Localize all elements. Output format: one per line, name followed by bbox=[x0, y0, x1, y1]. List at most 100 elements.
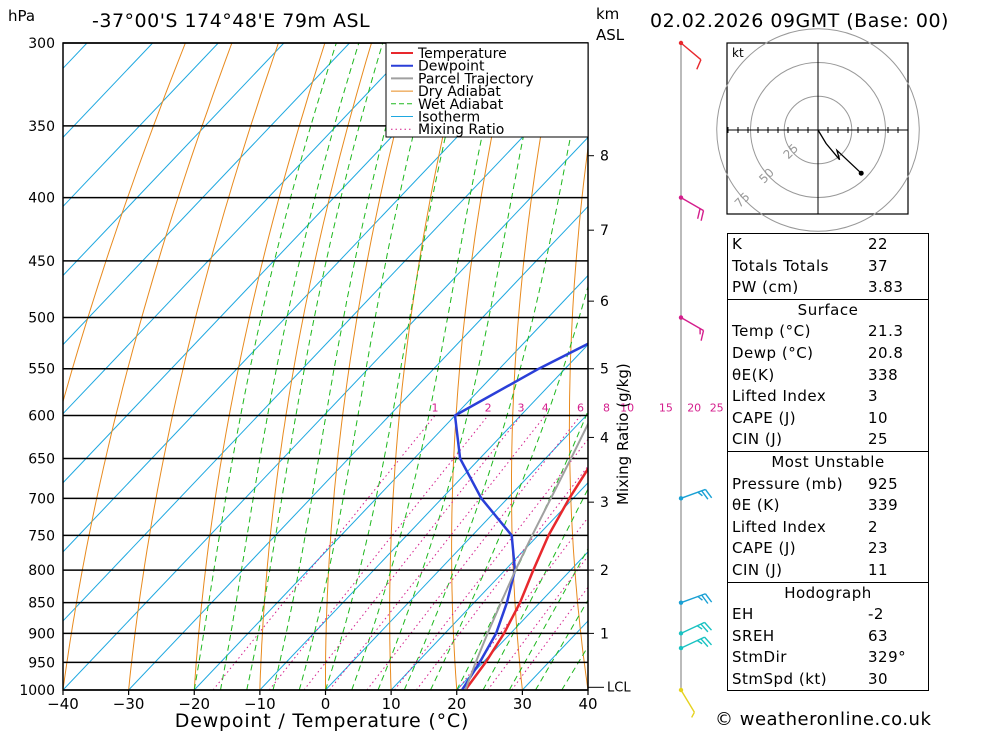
isotherm-line bbox=[63, 136, 588, 690]
legend-entry: Wet Adiabat bbox=[418, 97, 504, 113]
surface-label: CAPE (J) bbox=[732, 408, 797, 427]
hodograph-row: EH -2 bbox=[728, 604, 928, 626]
index-row: PW (cm) 3.83 bbox=[728, 277, 928, 299]
legend-entry: Dry Adiabat bbox=[418, 84, 501, 100]
legend-entry: Parcel Trajectory bbox=[418, 71, 534, 87]
wind-barb bbox=[680, 636, 713, 649]
isotherm-line bbox=[63, 43, 285, 277]
most-unstable-row: CAPE (J) 23 bbox=[728, 538, 928, 560]
height-tick-label: 1 bbox=[600, 626, 609, 642]
isotherm-line bbox=[193, 274, 588, 690]
hodograph-value: 30 bbox=[868, 669, 889, 688]
mixing-ratio-line bbox=[416, 465, 588, 690]
wind-barb bbox=[680, 316, 705, 341]
hodograph-trace bbox=[817, 129, 862, 174]
dry-adiabat-line bbox=[930, 43, 1000, 690]
height-tick-label: 7 bbox=[600, 223, 609, 239]
pressure-tick-label: 1000 bbox=[19, 683, 55, 699]
legend-box bbox=[385, 42, 589, 138]
hodograph-label: SREH bbox=[732, 626, 775, 645]
height-tick-label: 5 bbox=[600, 362, 609, 378]
legend-entry: Dewpoint bbox=[418, 59, 485, 75]
pressure-tick-label: 900 bbox=[28, 626, 55, 642]
surface-value: 20.8 bbox=[868, 343, 904, 362]
wet-adiabat-line bbox=[403, 44, 588, 690]
height-tick-label: 4 bbox=[600, 430, 609, 446]
hodograph-end-dot bbox=[858, 170, 864, 176]
most-unstable-value: 925 bbox=[868, 474, 899, 493]
pressure-tick-label: 450 bbox=[28, 254, 55, 270]
mixing-ratio-line bbox=[366, 415, 581, 690]
most-unstable-section: Most Unstable Pressure (mb) 925 θE (K) 339 L… bbox=[728, 450, 928, 582]
hodograph-ring bbox=[716, 28, 920, 232]
most-unstable-label: θE (K) bbox=[732, 496, 780, 515]
most-unstable-value: 11 bbox=[868, 560, 889, 579]
x-tick-label: 20 bbox=[447, 695, 466, 713]
pressure-tick-label: 750 bbox=[28, 528, 55, 544]
mixing-ratio-labels: 1 2 3 4 6 8 10 15 20 25 bbox=[431, 401, 723, 414]
x-tick-label: −30 bbox=[113, 695, 145, 713]
surface-value: 338 bbox=[868, 365, 899, 384]
dry-adiabat-line bbox=[568, 144, 588, 690]
series-line-parcel-trajectory bbox=[464, 421, 588, 690]
mixing-ratio-line bbox=[212, 415, 436, 690]
index-row: Totals Totals 37 bbox=[728, 256, 928, 278]
surface-value: 10 bbox=[868, 408, 889, 427]
wet-adiabat-line bbox=[298, 43, 437, 690]
hodograph-label: StmSpd (kt) bbox=[732, 669, 828, 688]
wind-barb bbox=[680, 593, 713, 604]
index-row: K 22 bbox=[728, 234, 928, 256]
height-tick-label: 6 bbox=[600, 294, 609, 310]
surface-row: Temp (°C) 21.3 bbox=[728, 321, 928, 343]
dry-adiabat-line bbox=[63, 43, 233, 690]
height-unit-top: km bbox=[596, 5, 619, 23]
surface-row: Dewp (°C) 20.8 bbox=[728, 343, 928, 365]
pressure-tick-label: 500 bbox=[28, 311, 55, 327]
indices-panel: K 22 Totals Totals 37 PW (cm) 3.83 Surface Te… bbox=[727, 233, 929, 692]
most-unstable-row: Lifted Index 2 bbox=[728, 517, 928, 539]
surface-row: CIN (J) 25 bbox=[728, 429, 928, 451]
surface-title: Surface bbox=[797, 300, 859, 319]
most-unstable-value: 23 bbox=[868, 539, 889, 558]
most-unstable-label: Lifted Index bbox=[732, 517, 827, 536]
dry-adiabat-line bbox=[128, 43, 279, 690]
most-unstable-row: CIN (J) 11 bbox=[728, 560, 928, 582]
most-unstable-label: CIN (J) bbox=[732, 560, 783, 579]
hodograph-section: Hodograph EH -2 SREH 63 StmDir 329° StmSpd (kt… bbox=[728, 581, 928, 691]
most-unstable-label: CAPE (J) bbox=[732, 539, 797, 558]
x-tick-label: 30 bbox=[513, 695, 532, 713]
height-tick-label: 3 bbox=[600, 495, 609, 511]
wet-adiabat-line bbox=[456, 409, 588, 690]
wind-profile bbox=[678, 40, 713, 718]
mixing-ratio-axis-label: Mixing Ratio (g/kg) bbox=[614, 363, 632, 505]
index-value: 37 bbox=[868, 256, 889, 275]
mixing-ratio-line bbox=[511, 586, 588, 690]
axes: 3003504004505005506006507007508008509009… bbox=[19, 36, 597, 713]
profiles bbox=[453, 342, 588, 690]
mixing-ratio-label: 25 bbox=[710, 401, 724, 414]
pressure-tick-label: 550 bbox=[28, 362, 55, 378]
pressure-tick-label: 800 bbox=[28, 563, 55, 579]
pressure-tick-label: 700 bbox=[28, 491, 55, 507]
legend-entry: Isotherm bbox=[418, 110, 480, 126]
height-axis: 1 2 3 4 5 6 7 8 LCL bbox=[588, 149, 631, 695]
hodograph-label: StmDir bbox=[732, 648, 787, 667]
legend-entry: Temperature bbox=[417, 46, 507, 62]
isotherm-line bbox=[259, 343, 588, 690]
wet-adiabat-line bbox=[220, 43, 360, 690]
isotherm-line bbox=[63, 67, 588, 622]
hodograph-value: 329° bbox=[868, 648, 907, 667]
copyright-footer: © weatheronline.co.uk bbox=[715, 709, 932, 730]
wet-adiabat-line bbox=[325, 43, 469, 690]
most-unstable-label: Pressure (mb) bbox=[732, 474, 844, 493]
isotherm-line bbox=[63, 43, 154, 139]
surface-label: θE(K) bbox=[732, 365, 775, 384]
location-title: -37°00'S 174°48'E 79m ASL bbox=[92, 10, 370, 32]
most-unstable-row: θE (K) 339 bbox=[728, 495, 928, 517]
x-tick-label: 10 bbox=[382, 695, 401, 713]
hodograph-table-title: Hodograph bbox=[784, 583, 872, 602]
mixing-ratio-label: 10 bbox=[620, 401, 634, 414]
index-value: 22 bbox=[868, 235, 889, 253]
